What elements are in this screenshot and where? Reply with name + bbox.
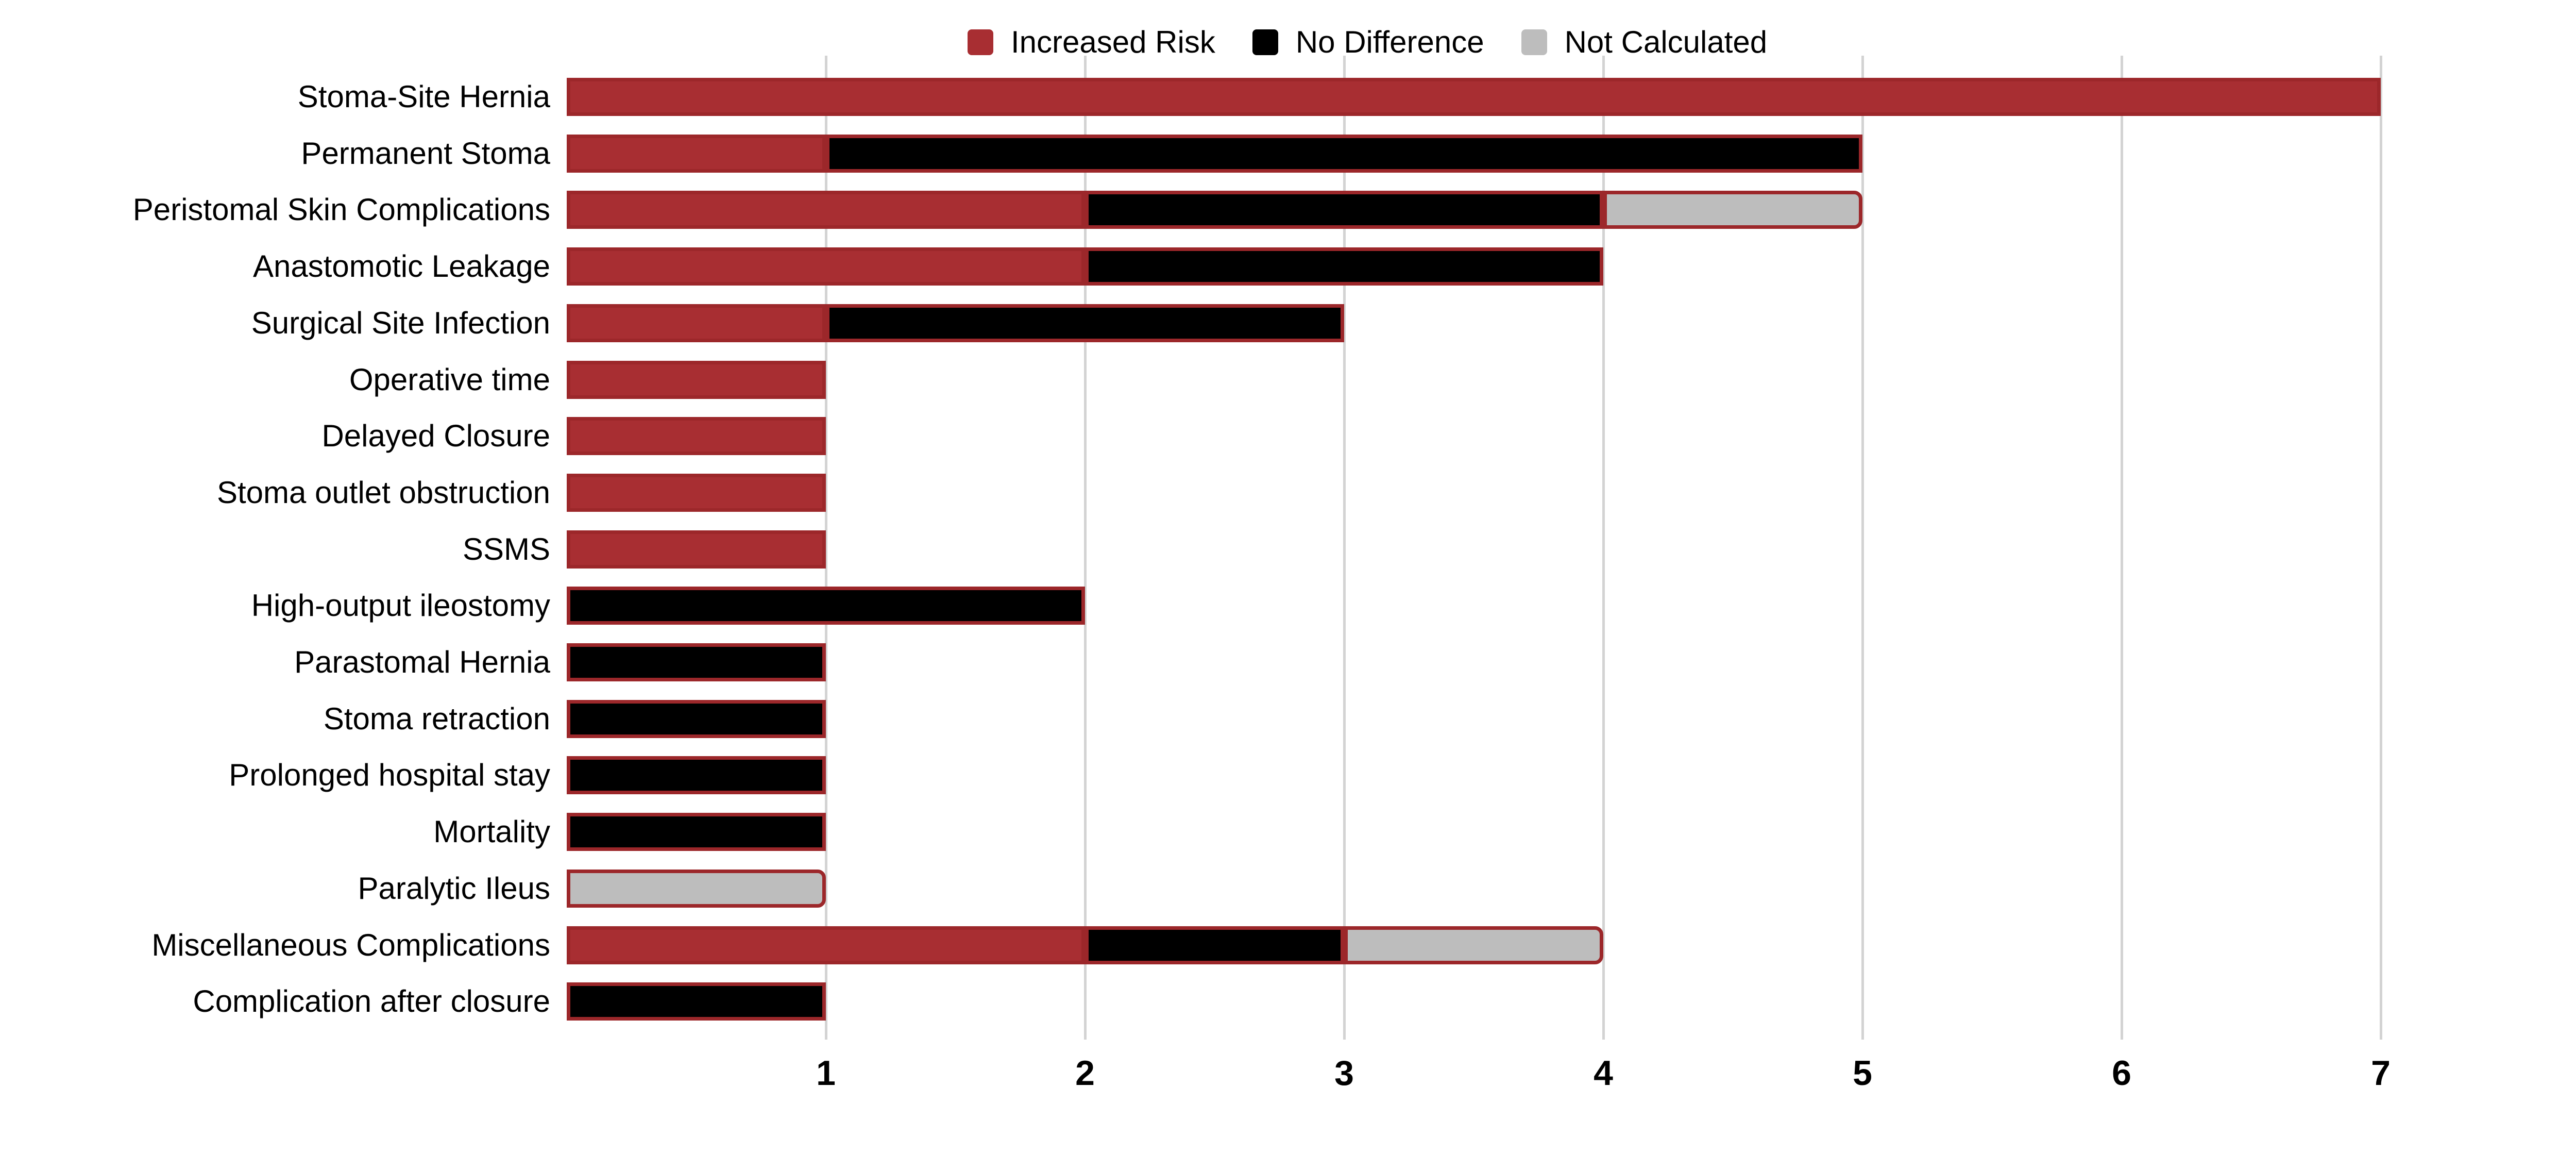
bar-row — [567, 247, 1603, 286]
x-tick-5: 5 — [1853, 1054, 1872, 1093]
bar-row — [567, 813, 826, 851]
gridline-x-7 — [2379, 56, 2382, 1040]
bar-segment-increased_risk — [567, 135, 826, 173]
legend-swatch-not_calculated — [1521, 29, 1547, 55]
gridline-x-2 — [1083, 56, 1087, 1040]
legend-label: Increased Risk — [1011, 25, 1215, 59]
category-label: Anastomotic Leakage — [252, 249, 550, 283]
bar-segment-no_difference — [1085, 247, 1603, 286]
bar-row — [567, 982, 826, 1021]
bar-row — [567, 191, 1862, 229]
bar-row — [567, 474, 826, 512]
bar-segment-increased_risk — [567, 530, 826, 569]
legend-label: No Difference — [1295, 25, 1484, 59]
bar-segment-no_difference — [567, 813, 826, 851]
legend-label: Not Calculated — [1564, 25, 1768, 59]
category-label: Parastomal Hernia — [294, 645, 550, 679]
legend-swatch-no_difference — [1252, 29, 1278, 55]
category-label: Stoma retraction — [323, 701, 550, 736]
bar-segment-increased_risk — [567, 474, 826, 512]
bar-row — [567, 756, 826, 794]
gridline-x-1 — [824, 56, 827, 1040]
category-label: Miscellaneous Complications — [151, 928, 550, 962]
chart-legend: Increased Risk No Difference Not Calculate… — [968, 25, 1768, 59]
bar-segment-not_calculated — [1344, 926, 1603, 964]
gridline-x-3 — [1343, 56, 1346, 1040]
x-tick-1: 1 — [816, 1054, 836, 1093]
bar-row — [567, 587, 1085, 625]
bar-segment-no_difference — [567, 587, 1085, 625]
bar-segment-increased_risk — [567, 247, 1085, 286]
bar-segment-increased_risk — [567, 304, 826, 342]
bar-segment-no_difference — [567, 756, 826, 794]
bar-row — [567, 643, 826, 681]
bar-row — [567, 135, 1862, 173]
bar-segment-no_difference — [567, 700, 826, 738]
gridline-x-5 — [1861, 56, 1864, 1040]
bar-row — [567, 870, 826, 908]
bar-segment-increased_risk — [567, 78, 2381, 116]
legend-swatch-increased_risk — [968, 29, 993, 55]
x-tick-7: 7 — [2371, 1054, 2391, 1093]
category-label: Complication after closure — [193, 984, 550, 1018]
bar-segment-no_difference — [1085, 191, 1603, 229]
bar-row — [567, 530, 826, 569]
bar-row — [567, 361, 826, 399]
bar-segment-no_difference — [1085, 926, 1344, 964]
bar-row — [567, 926, 1603, 964]
category-label: Delayed Closure — [321, 419, 550, 453]
bar-segment-no_difference — [567, 982, 826, 1021]
category-label: Paralytic Ileus — [358, 871, 550, 906]
category-label: Operative time — [349, 362, 550, 397]
x-tick-4: 4 — [1594, 1054, 1613, 1093]
category-label: Stoma outlet obstruction — [216, 475, 550, 510]
category-label: Prolonged hospital stay — [229, 758, 550, 792]
bar-row — [567, 417, 826, 455]
bar-segment-increased_risk — [567, 191, 1085, 229]
category-label: Stoma-Site Hernia — [297, 79, 550, 114]
bar-row — [567, 304, 1344, 342]
gridline-x-6 — [2120, 56, 2123, 1040]
category-label: High-output ileostomy — [251, 588, 550, 623]
legend-item-no_difference: No Difference — [1252, 25, 1484, 59]
bar-segment-not_calculated — [1603, 191, 1862, 229]
x-tick-2: 2 — [1075, 1054, 1095, 1093]
category-label: Surgical Site Infection — [251, 306, 550, 340]
gridline-x-4 — [1602, 56, 1605, 1040]
category-label: SSMS — [462, 532, 550, 566]
bar-row — [567, 700, 826, 738]
bar-row — [567, 78, 2381, 116]
category-label: Peristomal Skin Complications — [132, 192, 550, 227]
bar-segment-no_difference — [826, 135, 1862, 173]
x-tick-6: 6 — [2112, 1054, 2131, 1093]
bar-segment-no_difference — [567, 643, 826, 681]
bar-segment-increased_risk — [567, 417, 826, 455]
bar-segment-not_calculated — [567, 870, 826, 908]
bar-segment-no_difference — [826, 304, 1344, 342]
category-label: Permanent Stoma — [301, 136, 550, 171]
legend-item-increased_risk: Increased Risk — [968, 25, 1215, 59]
category-label: Mortality — [433, 814, 550, 849]
bar-segment-increased_risk — [567, 926, 1085, 964]
legend-item-not_calculated: Not Calculated — [1521, 25, 1768, 59]
bar-segment-increased_risk — [567, 361, 826, 399]
x-tick-3: 3 — [1334, 1054, 1354, 1093]
